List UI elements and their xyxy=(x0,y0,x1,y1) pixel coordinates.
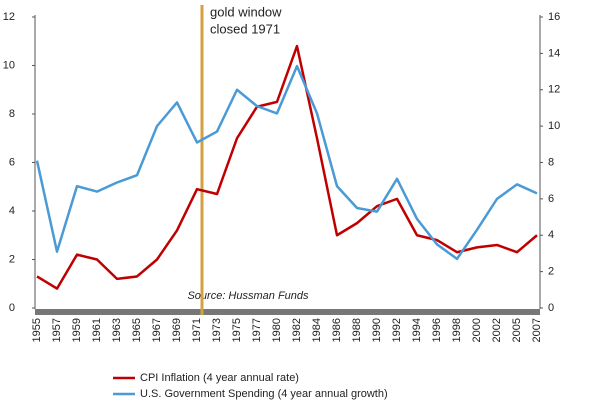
x-tick-label: 1984 xyxy=(311,318,323,342)
x-tick-label: 1994 xyxy=(411,318,423,342)
legend-label: CPI Inflation (4 year annual rate) xyxy=(140,372,299,384)
x-tick-label: 1955 xyxy=(31,318,43,342)
x-tick-label: 1973 xyxy=(211,318,223,342)
x-tick-label: 1990 xyxy=(371,318,383,342)
x-tick-label: 1998 xyxy=(451,318,463,342)
legend-label: U.S. Government Spending (4 year annual … xyxy=(140,388,388,400)
y-tick-label: 6 xyxy=(9,156,15,168)
x-tick-label: 1969 xyxy=(171,318,183,342)
x-tick-label: 2005 xyxy=(511,318,523,342)
x-tick-label: 1992 xyxy=(391,318,403,342)
x-tick-label: 1986 xyxy=(331,318,343,342)
y-tick-label: 8 xyxy=(9,108,15,120)
y-tick-label: 10 xyxy=(3,59,15,71)
y2-tick-label: 14 xyxy=(548,47,560,59)
x-tick-label: 2007 xyxy=(531,318,543,342)
y2-tick-label: 12 xyxy=(548,84,560,96)
x-tick-label: 1965 xyxy=(131,318,143,342)
x-tick-label: 1977 xyxy=(251,318,263,342)
x-tick-label: 1961 xyxy=(91,318,103,342)
x-tick-label: 1967 xyxy=(151,318,163,342)
series-line xyxy=(35,64,538,261)
x-tick-label: 1988 xyxy=(351,318,363,342)
series-line xyxy=(36,44,538,290)
y2-tick-label: 6 xyxy=(548,193,554,205)
x-tick-label: 1982 xyxy=(291,318,303,342)
y2-tick-label: 2 xyxy=(548,266,554,278)
y-tick-label: 4 xyxy=(9,205,15,217)
y-tick-label: 12 xyxy=(3,11,15,23)
y-tick-label: 2 xyxy=(9,253,15,265)
x-tick-label: 1959 xyxy=(71,318,83,342)
y2-tick-label: 0 xyxy=(548,302,554,314)
x-tick-label: 1971 xyxy=(191,318,203,342)
annotation-text: gold window xyxy=(210,4,282,19)
x-tick-label: 1980 xyxy=(271,318,283,342)
annotation-text: closed 1971 xyxy=(210,21,280,36)
source: Source: Hussman Funds xyxy=(187,290,309,302)
x-tick-label: 2000 xyxy=(471,318,483,342)
y2-tick-label: 16 xyxy=(548,11,560,23)
y2-tick-label: 4 xyxy=(548,229,554,241)
x-axis-band xyxy=(35,309,540,315)
x-tick-label: 2002 xyxy=(491,318,503,342)
x-tick-label: 1963 xyxy=(111,318,123,342)
y2-tick-label: 10 xyxy=(548,120,560,132)
y2-tick-label: 8 xyxy=(548,156,554,168)
y-tick-label: 0 xyxy=(9,302,15,314)
x-tick-label: 1957 xyxy=(51,318,63,342)
x-tick-label: 1996 xyxy=(431,318,443,342)
x-tick-label: 1975 xyxy=(231,318,243,342)
